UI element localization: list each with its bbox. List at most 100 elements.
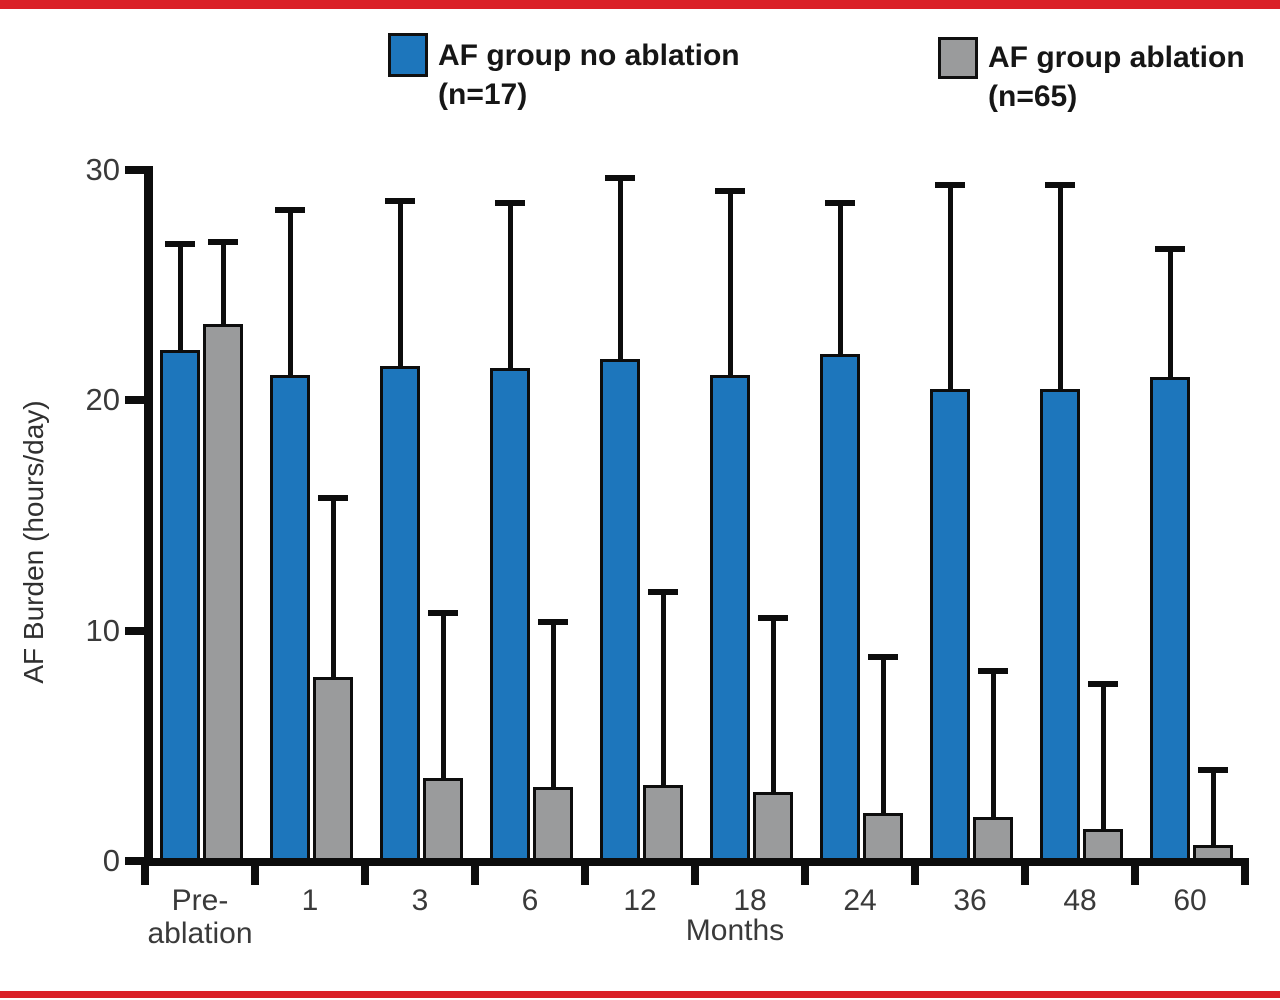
x-tick-10 <box>1241 858 1249 885</box>
bar-ablation-pre-ablation <box>203 324 243 864</box>
y-tick-label-10: 10 <box>85 612 120 648</box>
bar-ablation-36 <box>973 817 1013 864</box>
errorbar-cap-ablation-3 <box>428 609 458 616</box>
errorbar-no-ablation-pre-ablation <box>177 241 183 370</box>
legend-swatch-no-ablation <box>388 33 428 77</box>
bar-no-ablation-36 <box>930 388 970 864</box>
y-axis-line <box>144 166 153 866</box>
x-tick-label-18: 18 <box>733 884 767 917</box>
errorbar-no-ablation-12 <box>617 174 623 379</box>
errorbar-ablation-6 <box>550 619 556 808</box>
errorbar-cap-no-ablation-3 <box>385 197 415 204</box>
x-tick-1 <box>251 858 259 885</box>
errorbar-cap-no-ablation-1 <box>275 206 305 213</box>
y-axis-title: AF Burden (hours/day) <box>18 400 49 684</box>
bar-ablation-12 <box>643 784 683 864</box>
bottom-accent-border <box>0 991 1280 998</box>
x-axis-title: Months <box>685 914 785 947</box>
x-tick-6 <box>801 858 809 885</box>
errorbar-no-ablation-36 <box>947 181 953 409</box>
x-tick-2 <box>361 858 369 885</box>
errorbar-cap-no-ablation-pre-ablation <box>165 241 195 248</box>
legend-label-line2: (n=17) <box>438 78 528 111</box>
bar-no-ablation-6 <box>490 368 530 864</box>
errorbar-cap-ablation-6 <box>538 619 568 626</box>
errorbar-cap-no-ablation-48 <box>1045 181 1075 188</box>
x-tick-4 <box>581 858 589 885</box>
errorbar-ablation-48 <box>1100 681 1106 849</box>
legend-label-ablation: AF group ablation (n=65) <box>988 38 1245 116</box>
bar-ablation-1 <box>313 676 353 864</box>
errorbar-no-ablation-48 <box>1057 181 1063 409</box>
x-tick-label-48: 48 <box>1063 884 1097 917</box>
bar-no-ablation-1 <box>270 374 310 864</box>
bar-ablation-18 <box>753 791 793 864</box>
x-tick-label-pre-ablation: Pre-ablation <box>147 884 253 950</box>
errorbar-cap-ablation-60 <box>1198 766 1228 773</box>
errorbar-cap-ablation-pre-ablation <box>208 239 238 246</box>
x-tick-9 <box>1131 858 1139 885</box>
x-tick-label-3: 3 <box>411 884 429 917</box>
x-tick-0 <box>141 858 149 885</box>
errorbar-ablation-pre-ablation <box>220 239 226 345</box>
errorbar-cap-no-ablation-24 <box>825 199 855 206</box>
legend-label-line2: (n=65) <box>988 80 1078 113</box>
errorbar-cap-ablation-18 <box>758 614 788 621</box>
errorbar-no-ablation-1 <box>287 206 293 395</box>
x-tick-label-6: 6 <box>521 884 539 917</box>
errorbar-cap-no-ablation-6 <box>495 199 525 206</box>
x-tick-label-24: 24 <box>843 884 877 917</box>
top-accent-border <box>0 0 1280 9</box>
y-tick-0 <box>125 857 145 865</box>
y-tick-10 <box>125 626 145 635</box>
x-tick-5 <box>691 858 699 885</box>
errorbar-no-ablation-60 <box>1167 246 1173 398</box>
errorbar-cap-no-ablation-36 <box>935 181 965 188</box>
legend-label-line1: AF group ablation <box>988 41 1245 74</box>
legend-label-line1: AF group no ablation <box>438 39 740 72</box>
bar-no-ablation-18 <box>710 374 750 864</box>
x-tick-8 <box>1021 858 1029 885</box>
bar-no-ablation-48 <box>1040 388 1080 864</box>
errorbar-no-ablation-24 <box>837 199 843 375</box>
errorbar-ablation-1 <box>330 494 336 697</box>
x-tick-label-1: 1 <box>301 884 319 917</box>
x-tick-label-36: 36 <box>953 884 987 917</box>
errorbar-cap-no-ablation-60 <box>1155 246 1185 252</box>
legend-label-no-ablation: AF group no ablation (n=17) <box>438 36 740 114</box>
bar-ablation-3 <box>423 778 463 864</box>
errorbar-cap-ablation-36 <box>978 667 1008 674</box>
y-tick-label-0: 0 <box>102 843 120 878</box>
errorbar-ablation-18 <box>770 614 776 812</box>
bar-no-ablation-pre-ablation <box>160 349 200 864</box>
errorbar-cap-ablation-48 <box>1088 681 1118 688</box>
errorbar-cap-ablation-1 <box>318 494 348 501</box>
y-tick-20 <box>125 396 145 405</box>
errorbar-cap-no-ablation-18 <box>715 188 745 195</box>
x-tick-7 <box>911 858 919 885</box>
legend-swatch-ablation <box>938 37 978 79</box>
x-tick-label-12: 12 <box>623 884 657 917</box>
errorbar-ablation-12 <box>660 589 666 805</box>
errorbar-no-ablation-3 <box>397 197 403 386</box>
errorbar-no-ablation-18 <box>727 188 733 395</box>
errorbar-cap-no-ablation-12 <box>605 174 635 181</box>
errorbar-ablation-36 <box>990 667 996 838</box>
errorbar-ablation-24 <box>880 653 886 833</box>
bar-ablation-24 <box>863 812 903 864</box>
bar-no-ablation-60 <box>1150 377 1190 864</box>
errorbar-cap-ablation-12 <box>648 589 678 596</box>
x-tick-3 <box>471 858 479 885</box>
bar-ablation-6 <box>533 787 573 864</box>
errorbar-ablation-60 <box>1210 766 1216 865</box>
y-tick-label-30: 30 <box>85 152 120 187</box>
errorbar-no-ablation-6 <box>507 199 513 389</box>
errorbar-ablation-3 <box>440 609 446 799</box>
bar-no-ablation-24 <box>820 354 860 864</box>
y-tick-30 <box>125 166 145 174</box>
y-tick-label-20: 20 <box>85 382 120 418</box>
bar-no-ablation-12 <box>600 358 640 864</box>
errorbar-cap-ablation-24 <box>868 653 898 660</box>
x-tick-label-60: 60 <box>1173 884 1207 917</box>
